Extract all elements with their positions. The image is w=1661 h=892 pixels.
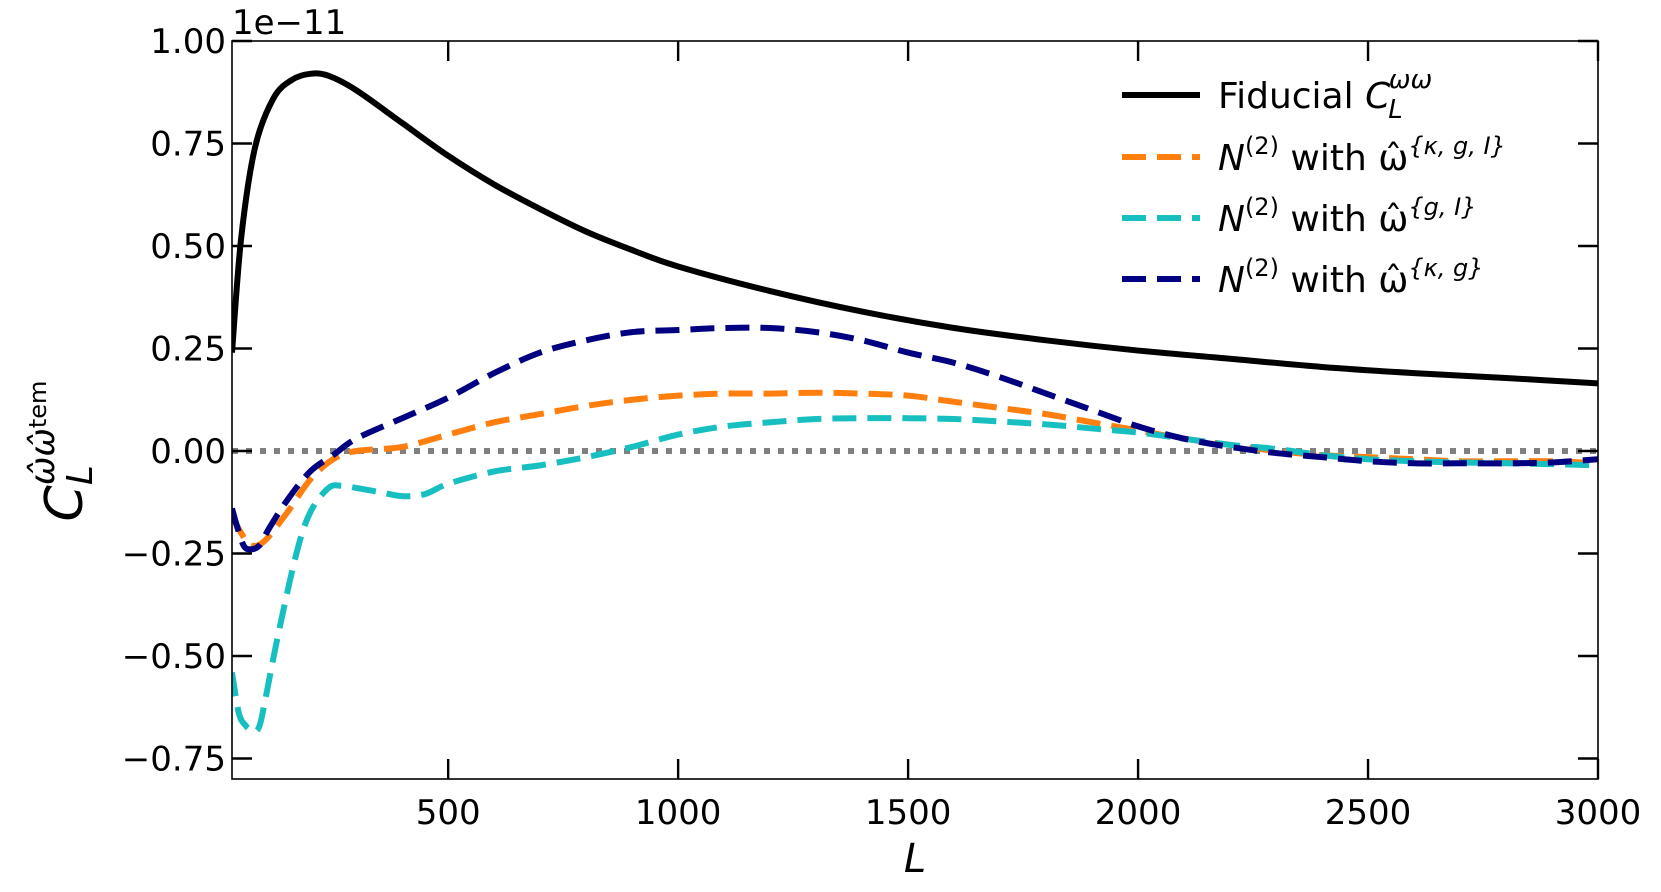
legend-var: N bbox=[1218, 138, 1245, 179]
y-tick-label: 1.00 bbox=[150, 22, 226, 62]
svg-text:CLω̂ω̂tem: CLω̂ω̂tem bbox=[23, 381, 101, 522]
legend-hat: ω̂ bbox=[1378, 138, 1408, 179]
legend-var: N bbox=[1218, 199, 1245, 240]
axes-frame bbox=[231, 40, 1599, 780]
legend-text-part: Fiducial bbox=[1218, 76, 1365, 117]
legend-text-part: with bbox=[1279, 199, 1378, 240]
n2-kappa-g-line bbox=[232, 324, 1598, 553]
y-axis-base: C bbox=[35, 484, 95, 521]
legend-text-part: with bbox=[1279, 138, 1378, 179]
y-tick-label: −0.75 bbox=[122, 740, 226, 780]
axes: 500 1000 1500 2000 2500 3000 −0.75 −0.50 −0.25 0.… bbox=[23, 3, 1641, 882]
legend-label: N(2) with ω̂{g, I} bbox=[1218, 193, 1476, 240]
y-tick-label: 0.75 bbox=[150, 125, 226, 165]
n2-g-i-line bbox=[232, 415, 1598, 735]
x-axis-title: L bbox=[904, 836, 926, 882]
fiducial-line bbox=[232, 70, 1598, 387]
legend-hat: ω̂ bbox=[1378, 199, 1408, 240]
x-tick-label: 3000 bbox=[1555, 793, 1642, 833]
legend-text-part: with bbox=[1279, 260, 1378, 301]
y-tick-label: 0.00 bbox=[150, 432, 226, 472]
y-tick-label: −0.25 bbox=[122, 535, 226, 575]
legend-sup: (2) bbox=[1245, 254, 1279, 282]
scale-label: 1e−11 bbox=[232, 3, 346, 43]
legend-set: {g, I} bbox=[1408, 193, 1476, 221]
y-tick-label: −0.50 bbox=[122, 637, 226, 677]
y-axis-sub: L bbox=[60, 465, 101, 485]
y-tick-label: 0.50 bbox=[150, 227, 226, 267]
y-axis-sup: ω̂ω̂ bbox=[23, 428, 63, 485]
legend-sup: (2) bbox=[1245, 193, 1279, 221]
legend-set: {κ, g, I} bbox=[1408, 132, 1506, 160]
x-tick-label: 1500 bbox=[865, 793, 952, 833]
plot-area bbox=[232, 70, 1598, 735]
legend-var: N bbox=[1218, 260, 1245, 301]
legend-sup: (2) bbox=[1245, 132, 1279, 160]
legend-sup: ωω bbox=[1389, 65, 1433, 95]
legend-label: N(2) with ω̂{κ, g, I} bbox=[1218, 132, 1506, 179]
legend-set: {κ, g} bbox=[1408, 254, 1483, 282]
legend-label: Fiducial CLωω bbox=[1218, 65, 1432, 125]
y-tick-label: 0.25 bbox=[150, 330, 226, 370]
x-tick-label: 1000 bbox=[635, 793, 722, 833]
y-axis-title: CLω̂ω̂tem bbox=[23, 381, 101, 522]
x-tick-label: 2000 bbox=[1095, 793, 1182, 833]
x-tick-label: 500 bbox=[416, 793, 481, 833]
x-tick-label: 2500 bbox=[1325, 793, 1412, 833]
legend: Fiducial CLωω N(2) with ω̂{κ, g, I} N(2)… bbox=[1122, 65, 1506, 301]
legend-var: C bbox=[1365, 76, 1391, 117]
legend-label: N(2) with ω̂{κ, g} bbox=[1218, 254, 1484, 301]
y-axis-sup-tail: tem bbox=[24, 381, 52, 429]
legend-sub: L bbox=[1388, 95, 1403, 125]
legend-hat: ω̂ bbox=[1378, 260, 1408, 301]
